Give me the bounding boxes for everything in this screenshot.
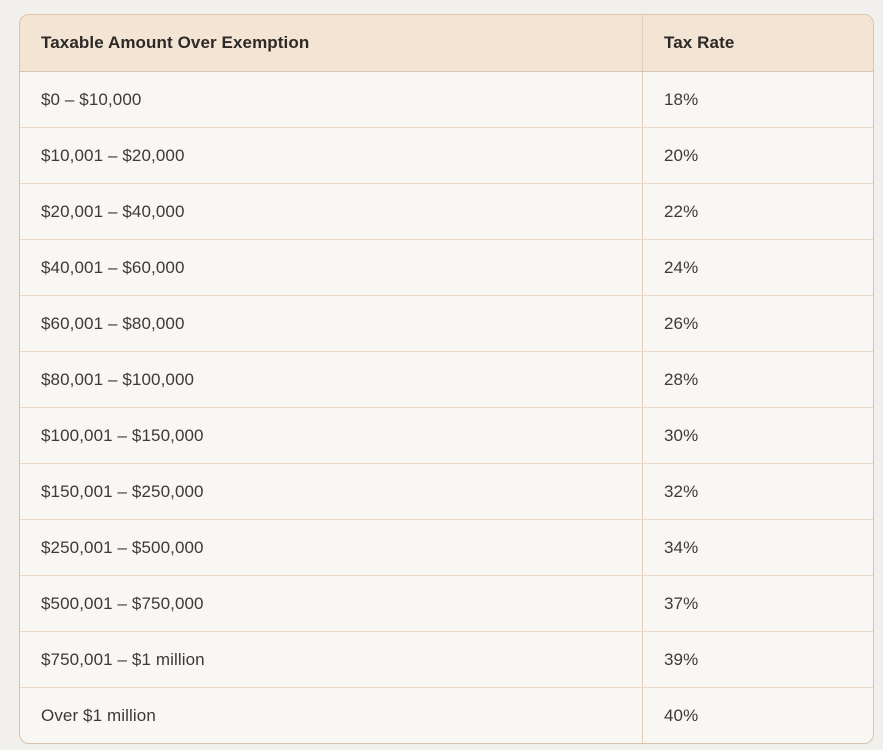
rate-cell: 20% [642,128,873,183]
amount-cell: $100,001 – $150,000 [41,425,204,445]
rate-cell: 28% [642,352,873,407]
table-row: $40,001 – $60,000 24% [20,239,873,295]
table-row: $750,001 – $1 million 39% [20,631,873,687]
column-header-taxable-amount: Taxable Amount Over Exemption [41,33,310,52]
table-row: $60,001 – $80,000 26% [20,295,873,351]
table-row: $0 – $10,000 18% [20,71,873,127]
table-row: $80,001 – $100,000 28% [20,351,873,407]
amount-cell: $80,001 – $100,000 [41,369,195,389]
table-row: $20,001 – $40,000 22% [20,183,873,239]
rate-cell: 26% [642,296,873,351]
rate-cell: 24% [642,240,873,295]
rate-cell: 37% [642,576,873,631]
amount-cell: $40,001 – $60,000 [41,257,185,277]
rate-cell: 30% [642,408,873,463]
rate-cell: 22% [642,184,873,239]
table-row: $150,001 – $250,000 32% [20,463,873,519]
amount-cell: $60,001 – $80,000 [41,313,185,333]
table-row: $10,001 – $20,000 20% [20,127,873,183]
rate-cell: 39% [642,632,873,687]
rate-cell: 40% [642,688,873,743]
rate-cell: 18% [642,72,873,127]
amount-cell: $150,001 – $250,000 [41,481,204,501]
table-row: Over $1 million 40% [20,687,873,743]
amount-cell: $250,001 – $500,000 [41,537,204,557]
table-header-row: Taxable Amount Over Exemption Tax Rate [20,15,873,71]
table-row: $500,001 – $750,000 37% [20,575,873,631]
tax-rate-table: Taxable Amount Over Exemption Tax Rate $… [19,14,874,744]
rate-cell: 32% [642,464,873,519]
table-row: $250,001 – $500,000 34% [20,519,873,575]
table-row: $100,001 – $150,000 30% [20,407,873,463]
amount-cell: $0 – $10,000 [41,89,142,109]
amount-cell: Over $1 million [41,705,156,725]
amount-cell: $10,001 – $20,000 [41,145,185,165]
amount-cell: $500,001 – $750,000 [41,593,204,613]
amount-cell: $750,001 – $1 million [41,649,205,669]
column-header-tax-rate: Tax Rate [642,15,873,71]
rate-cell: 34% [642,520,873,575]
amount-cell: $20,001 – $40,000 [41,201,185,221]
